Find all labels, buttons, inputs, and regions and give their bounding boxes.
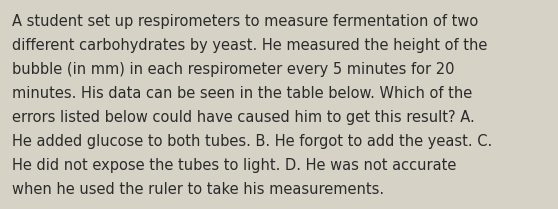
Text: He did not expose the tubes to light. D. He was not accurate: He did not expose the tubes to light. D.…	[12, 158, 456, 173]
Text: different carbohydrates by yeast. He measured the height of the: different carbohydrates by yeast. He mea…	[12, 38, 487, 53]
Text: when he used the ruler to take his measurements.: when he used the ruler to take his measu…	[12, 182, 384, 197]
Text: minutes. His data can be seen in the table below. Which of the: minutes. His data can be seen in the tab…	[12, 86, 472, 101]
Text: errors listed below could have caused him to get this result? A.: errors listed below could have caused hi…	[12, 110, 475, 125]
Text: A student set up respirometers to measure fermentation of two: A student set up respirometers to measur…	[12, 14, 478, 29]
Text: He added glucose to both tubes. B. He forgot to add the yeast. C.: He added glucose to both tubes. B. He fo…	[12, 134, 492, 149]
Text: bubble (in mm) in each respirometer every 5 minutes for 20: bubble (in mm) in each respirometer ever…	[12, 62, 455, 77]
